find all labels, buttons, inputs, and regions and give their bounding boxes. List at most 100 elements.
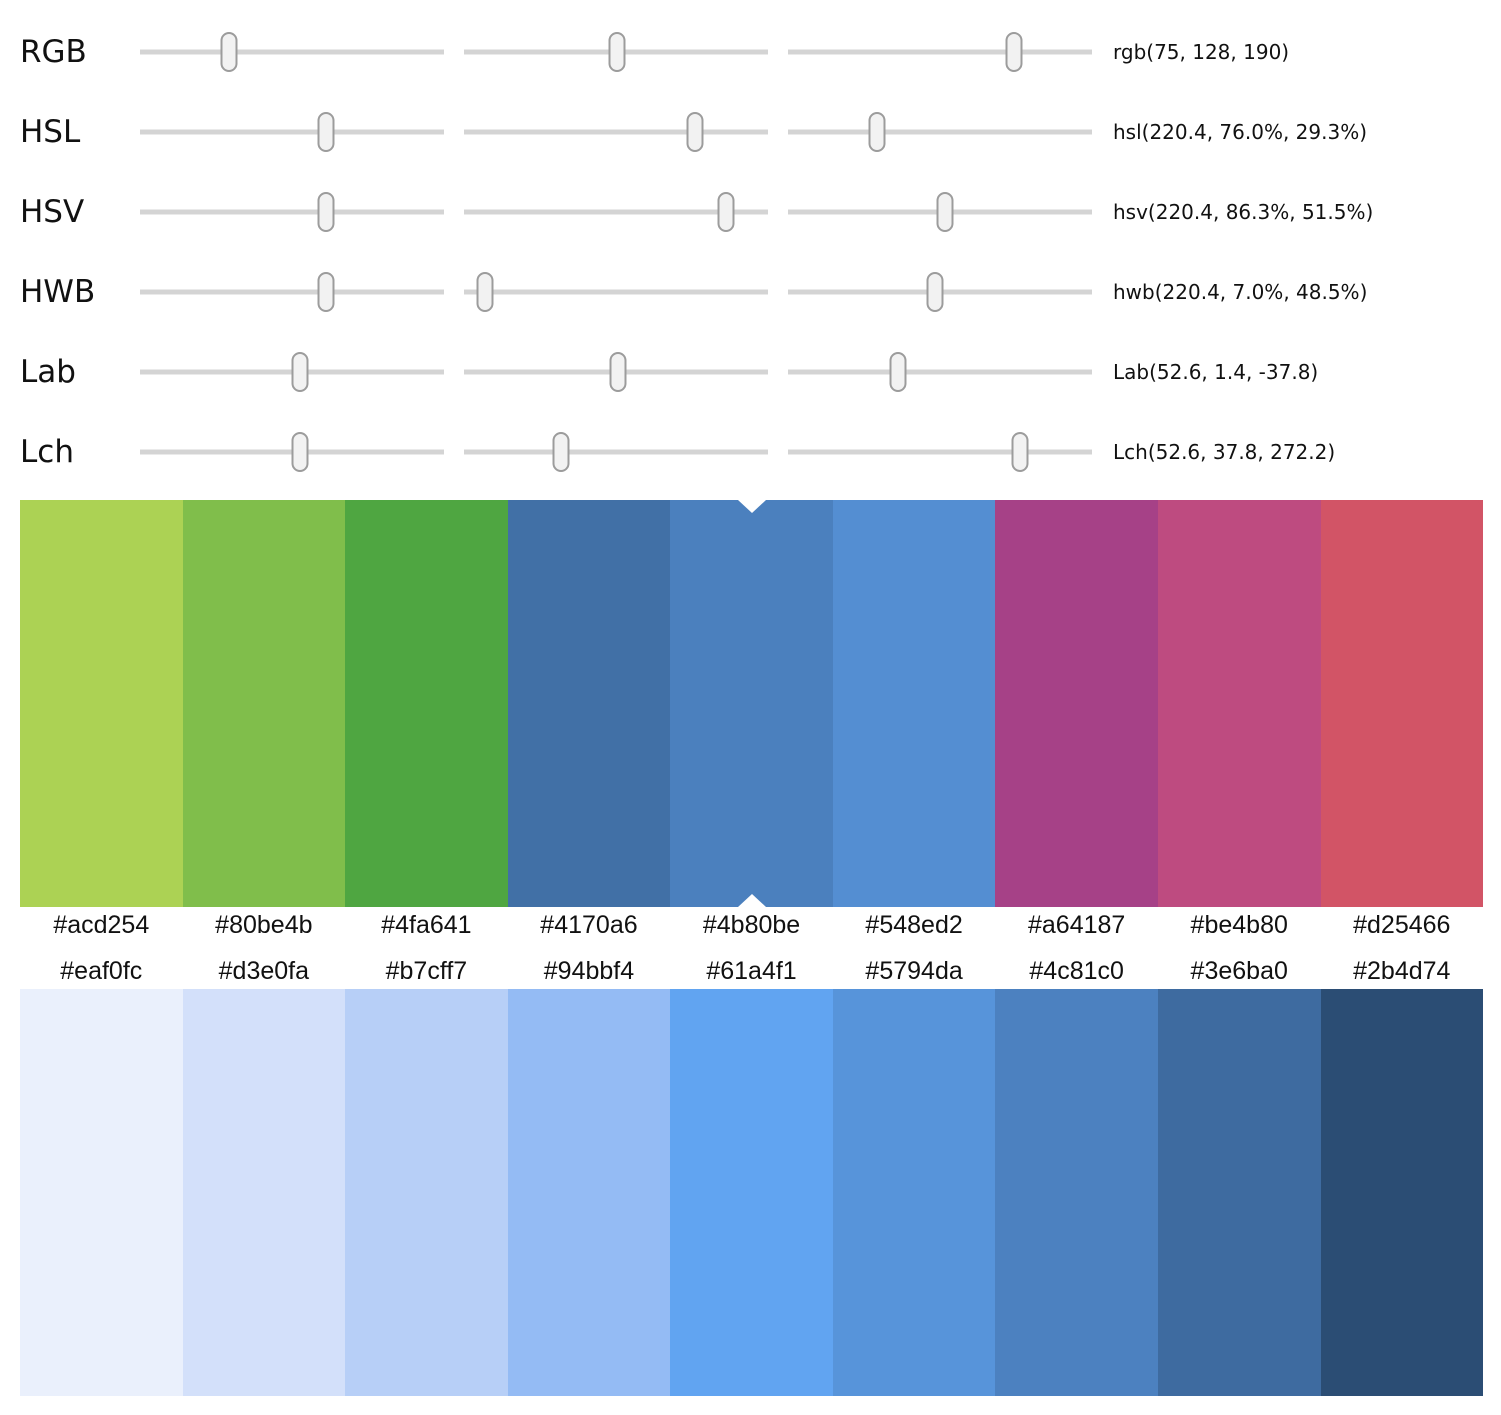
scale-swatch[interactable] [832,989,996,1396]
scale-swatch[interactable] [670,989,833,1396]
slider-handle[interactable] [609,352,627,392]
slider-handle[interactable] [717,192,735,232]
slider-row-label: RGB [20,33,87,70]
slider-handle[interactable] [291,432,309,472]
palette-swatch[interactable] [995,500,1158,907]
slider-track-line [788,49,1092,55]
slider-row-label: Lch [20,433,74,470]
slider-track-line [464,209,768,215]
slider-row-lch: Lch Lch(52.6, 37.8, 272.2) [0,412,1501,492]
palette-swatch[interactable] [1320,500,1484,907]
slider-track-line [788,449,1092,455]
rgb-blue-slider[interactable] [788,30,1092,74]
swatch-hex-label: #acd254 [53,911,150,939]
slider-handle[interactable] [317,272,335,312]
scale-swatch[interactable] [1320,989,1484,1396]
slider-row-label: Lab [20,353,76,390]
shade-scale-strip [20,989,1484,1396]
slider-handle[interactable] [317,112,335,152]
palette-swatch[interactable] [182,500,346,907]
lch-chroma-slider[interactable] [464,430,768,474]
slider-track-line [140,209,444,215]
scale-swatch[interactable] [182,989,346,1396]
lch-hue-slider[interactable] [788,430,1092,474]
lab-a-slider[interactable] [464,350,768,394]
slider-handle[interactable] [608,32,626,72]
scale-swatch[interactable] [20,989,183,1396]
hue-palette-section: #acd254 #80be4b #4fa641 #4170a6 #4b80be … [0,500,1501,943]
slider-handle[interactable] [220,32,238,72]
slider-handle[interactable] [317,192,335,232]
slider-value-readout: rgb(75, 128, 190) [1113,40,1290,64]
slider-track-line [788,129,1092,135]
slider-handle[interactable] [291,352,309,392]
slider-row-hsv: HSV hsv(220.4, 86.3%, 51.5%) [0,172,1501,252]
swatch-hex-label: #4fa641 [381,911,472,939]
slider-row-hwb: HWB hwb(220.4, 7.0%, 48.5%) [0,252,1501,332]
slider-value-readout: hsl(220.4, 76.0%, 29.3%) [1113,120,1368,144]
swatch-hex-label: #2b4d74 [1353,957,1451,985]
lch-l-slider[interactable] [140,430,444,474]
palette-swatch[interactable] [832,500,996,907]
slider-value-readout: Lab(52.6, 1.4, -37.8) [1113,360,1319,384]
slider-row-lab: Lab Lab(52.6, 1.4, -37.8) [0,332,1501,412]
shade-scale-section: #eaf0fc #d3e0fa #b7cff7 #94bbf4 #61a4f1 … [0,953,1501,1396]
slider-row-label: HWB [20,273,96,310]
hsv-hue-slider[interactable] [140,190,444,234]
hwb-whiteness-slider[interactable] [464,270,768,314]
hwb-hue-slider[interactable] [140,270,444,314]
swatch-hex-label: #a64187 [1027,911,1126,939]
slider-handle[interactable] [889,352,907,392]
slider-handle[interactable] [1011,432,1029,472]
swatch-hex-label: #b7cff7 [385,957,468,985]
slider-handle[interactable] [926,272,944,312]
hue-palette-strip [20,500,1484,907]
slider-track-line [464,289,768,295]
slider-value-readout: Lch(52.6, 37.8, 272.2) [1113,440,1336,464]
slider-track-line [140,129,444,135]
palette-swatch-selected[interactable] [670,500,833,907]
palette-swatch[interactable] [1157,500,1321,907]
slider-row-label: HSL [20,113,81,150]
palette-swatch[interactable] [20,500,183,907]
slider-handle[interactable] [686,112,704,152]
shade-scale-hex-row: #eaf0fc #d3e0fa #b7cff7 #94bbf4 #61a4f1 … [20,953,1483,989]
rgb-red-slider[interactable] [140,30,444,74]
palette-swatch[interactable] [507,500,671,907]
lab-l-slider[interactable] [140,350,444,394]
slider-value-readout: hwb(220.4, 7.0%, 48.5%) [1113,280,1368,304]
scale-swatch[interactable] [995,989,1158,1396]
color-slider-panel: RGB rgb(75, 128, 190) HSL hsl(220.4, [0,0,1501,492]
swatch-hex-label: #d25466 [1353,911,1451,939]
swatch-hex-label: #548ed2 [865,911,963,939]
slider-handle[interactable] [868,112,886,152]
slider-track-line [788,369,1092,375]
hsl-lightness-slider[interactable] [788,110,1092,154]
hsv-value-slider[interactable] [788,190,1092,234]
lab-b-slider[interactable] [788,350,1092,394]
hwb-blackness-slider[interactable] [788,270,1092,314]
scale-swatch[interactable] [507,989,671,1396]
scale-swatch[interactable] [1157,989,1321,1396]
hsl-hue-slider[interactable] [140,110,444,154]
slider-handle[interactable] [936,192,954,232]
slider-track-line [140,289,444,295]
hsv-saturation-slider[interactable] [464,190,768,234]
slider-value-readout: hsv(220.4, 86.3%, 51.5%) [1113,200,1374,224]
swatch-hex-label: #d3e0fa [218,957,310,985]
swatch-hex-label: #be4b80 [1190,911,1288,939]
palette-swatch[interactable] [345,500,508,907]
swatch-hex-label: #eaf0fc [60,957,143,985]
swatch-hex-label: #4b80be [702,911,801,939]
slider-handle[interactable] [1005,32,1023,72]
scale-swatch[interactable] [345,989,508,1396]
hue-palette-hex-row: #acd254 #80be4b #4fa641 #4170a6 #4b80be … [20,907,1483,943]
slider-row-hsl: HSL hsl(220.4, 76.0%, 29.3%) [0,92,1501,172]
hsl-saturation-slider[interactable] [464,110,768,154]
swatch-hex-label: #80be4b [215,911,313,939]
rgb-green-slider[interactable] [464,30,768,74]
slider-handle[interactable] [476,272,494,312]
swatch-hex-label: #5794da [865,957,963,985]
swatch-hex-label: #3e6ba0 [1190,957,1288,985]
slider-handle[interactable] [552,432,570,472]
